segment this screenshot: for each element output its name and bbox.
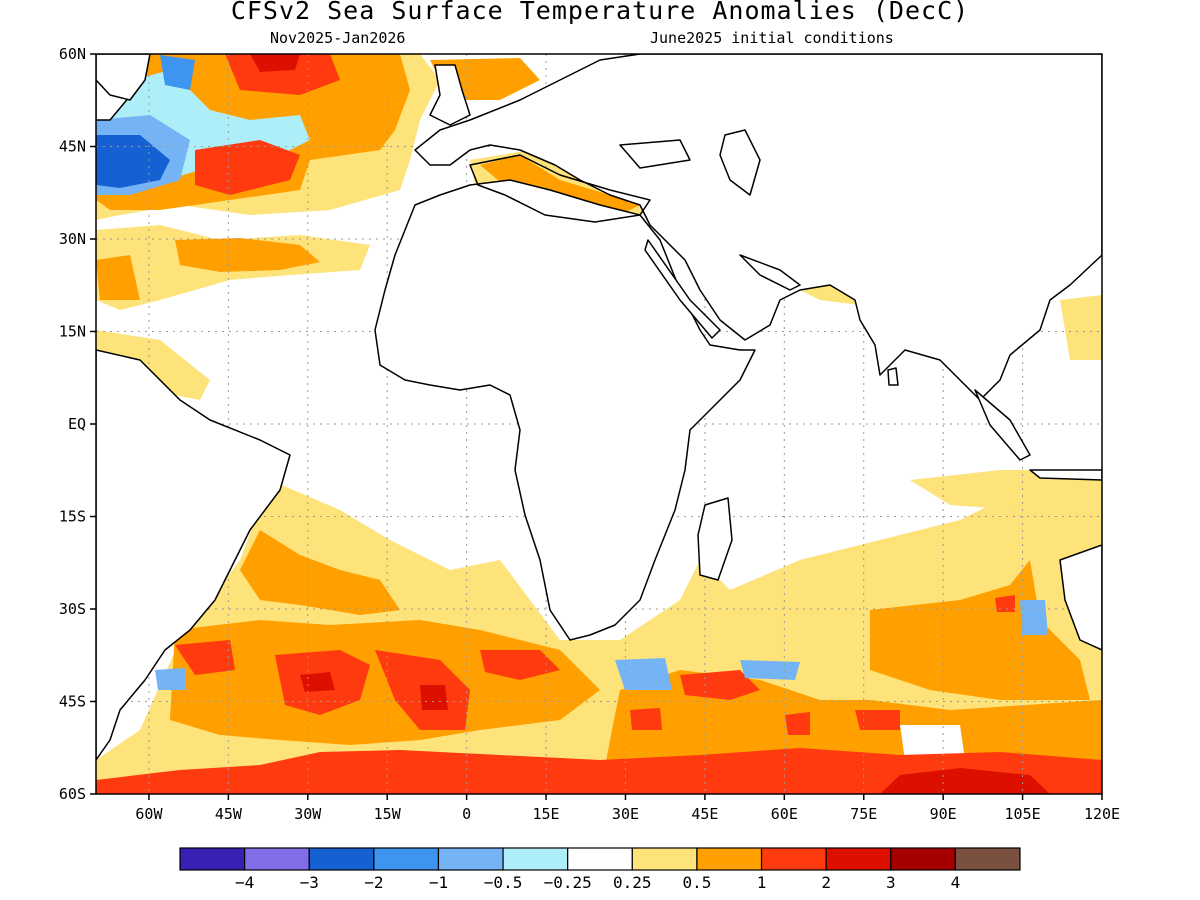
y-tick-label: 60S <box>59 785 86 803</box>
map-title: CFSv2 Sea Surface Temperature Anomalies … <box>230 0 970 25</box>
south-indian-anomaly-7 <box>995 595 1015 612</box>
southern-ocean-anomaly-1 <box>96 748 1102 794</box>
colorbar-swatch <box>244 847 310 871</box>
y-tick-label: 30S <box>59 600 86 618</box>
south-indian-anomaly-3 <box>680 670 760 700</box>
coastlines <box>96 54 1102 761</box>
colorbar-label: −0.5 <box>484 873 523 892</box>
south-atlantic-anomaly-7 <box>300 672 335 692</box>
colorbar-label: 0.5 <box>682 873 711 892</box>
x-tick-label: 120E <box>1084 805 1120 823</box>
australia-coastline <box>1059 544 1102 651</box>
tropical-atlantic-warm-patch <box>96 330 210 400</box>
caspian-sea-coastline <box>719 129 761 196</box>
colorbar-swatch <box>373 847 440 871</box>
colorbar-swatch <box>567 847 633 871</box>
colorbar-label: −0.25 <box>544 873 592 892</box>
forecast-period: Nov2025-Jan2026 <box>270 29 406 47</box>
x-tick-label: 45W <box>215 805 243 823</box>
axis-ticks: 60W 45W 30W 15W 0 15E 30E 45E 60E 75E 90E 105E 120E 6… <box>59 45 1120 823</box>
colorbar-swatch <box>308 847 375 871</box>
north-atlantic-anomaly-9 <box>96 255 140 300</box>
south-indian-anomaly-8 <box>615 658 672 690</box>
south-indian-anomaly-6 <box>855 710 900 730</box>
y-tick-label: 60N <box>59 45 86 63</box>
x-tick-label: 15E <box>533 805 560 823</box>
colorbar-swatch <box>179 847 246 871</box>
north-atlantic-anomaly-4 <box>195 140 300 195</box>
sri-lanka-coastline <box>887 367 899 386</box>
uk-coastline <box>429 64 471 126</box>
x-tick-label: 30W <box>294 805 322 823</box>
southern-ocean-anomaly-2 <box>880 768 1050 794</box>
mediterranean-coastline <box>469 154 651 223</box>
x-tick-label: 60W <box>135 805 163 823</box>
south-atlantic-anomaly-3 <box>175 640 235 675</box>
south-atlantic-anomaly-9 <box>155 668 185 690</box>
north-atlantic-cold-core <box>96 135 170 188</box>
south-atlantic-anomaly-6 <box>480 650 560 680</box>
colorbar-label: −1 <box>429 873 448 892</box>
colorbar-swatch <box>954 847 1021 871</box>
x-tick-label: 75E <box>850 805 877 823</box>
colorbar-label: 4 <box>951 873 961 892</box>
x-tick-label: 15W <box>374 805 402 823</box>
north-atlantic-anomaly-3 <box>160 55 195 90</box>
y-tick-label: 30N <box>59 230 86 248</box>
colorbar: −4 −3 −2 −1 −0.5 −0.25 0.25 0.5 1 2 3 4 <box>179 847 1021 892</box>
south-china-sea-warm-patch <box>1060 295 1102 360</box>
south-indian-anomaly-11 <box>900 725 965 760</box>
red-sea-coastline <box>644 239 721 339</box>
south-indian-anomaly-5 <box>785 712 810 735</box>
colorbar-swatch <box>437 847 504 871</box>
y-tick-label: EQ <box>68 415 86 433</box>
south-indian-anomaly-4 <box>630 708 662 730</box>
indonesia-coastline <box>1029 469 1102 481</box>
colorbar-label: −3 <box>300 873 319 892</box>
x-tick-label: 105E <box>1005 805 1041 823</box>
africa-coastline <box>374 179 756 641</box>
black-sea-coastline <box>619 139 691 169</box>
greenland-coastline <box>96 54 151 101</box>
colorbar-swatch <box>760 847 827 871</box>
europe-asia-coastline <box>414 54 1102 401</box>
x-tick-label: 60E <box>771 805 798 823</box>
colorbar-label: 2 <box>821 873 831 892</box>
americas-coastline-2 <box>96 349 291 761</box>
x-tick-label: 45E <box>691 805 718 823</box>
north-atlantic-anomaly-6 <box>250 54 300 72</box>
colorbar-swatch <box>825 847 892 871</box>
colorbar-swatch <box>502 847 569 871</box>
colorbar-label: −4 <box>235 873 254 892</box>
colorbar-label: −2 <box>364 873 383 892</box>
y-tick-label: 45S <box>59 693 86 711</box>
madagascar-coastline <box>697 497 733 581</box>
sumatra-coastline <box>974 389 1031 461</box>
colorbar-swatch <box>696 847 763 871</box>
colorbar-swatch <box>890 847 956 871</box>
north-atlantic-anomaly-10 <box>175 238 320 272</box>
y-tick-label: 15N <box>59 323 86 341</box>
y-tick-label: 45N <box>59 138 86 156</box>
x-tick-label: 90E <box>930 805 957 823</box>
south-atlantic-anomaly-8 <box>420 685 448 710</box>
colorbar-label: 0.25 <box>613 873 652 892</box>
colorbar-label: 3 <box>886 873 896 892</box>
y-tick-label: 15S <box>59 508 86 526</box>
x-tick-label: 0 <box>462 805 471 823</box>
south-indian-anomaly-9 <box>740 660 800 680</box>
x-tick-label: 30E <box>612 805 639 823</box>
north-atlantic-anomaly-5 <box>225 54 340 95</box>
south-indian-anomaly-10 <box>1020 600 1048 635</box>
south-atlantic-anomaly-1 <box>240 530 400 615</box>
south-indian-warm-patch <box>910 470 1102 520</box>
mediterranean-anomaly-1 <box>480 155 640 218</box>
initial-conditions: June2025 initial conditions <box>650 29 894 47</box>
persian-gulf-coastline <box>739 254 801 291</box>
colorbar-swatch <box>631 847 698 871</box>
colorbar-label: 1 <box>757 873 767 892</box>
south-indian-anomaly-1 <box>870 560 1090 700</box>
